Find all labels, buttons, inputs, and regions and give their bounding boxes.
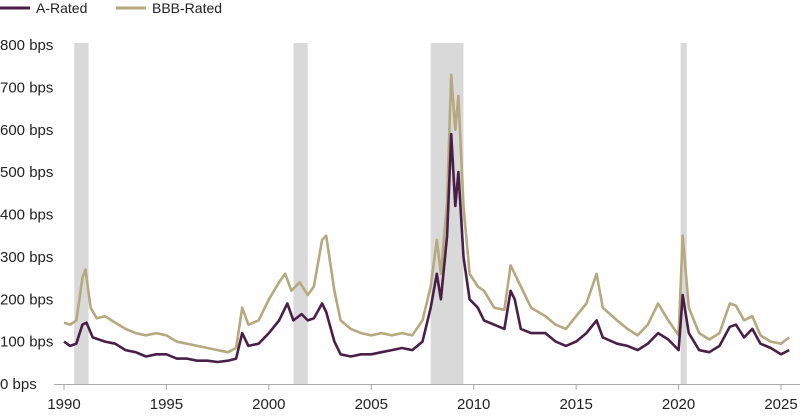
x-tick-label: 2005: [355, 396, 388, 413]
x-tick-label: 2000: [252, 396, 285, 413]
x-tick-label: 2020: [662, 396, 695, 413]
y-tick-label: 700 bps: [0, 79, 53, 96]
legend-label: BBB-Rated: [152, 0, 222, 16]
legend-label: A-Rated: [36, 0, 87, 16]
y-tick-label: 200 bps: [0, 291, 53, 308]
series-line-bbb-rated: [63, 73, 790, 354]
recession-band: [293, 43, 308, 384]
x-tick-label: 1995: [150, 396, 183, 413]
series-line-a-rated: [63, 132, 790, 364]
x-tick-label: 2015: [559, 396, 592, 413]
legend: A-Rated BBB-Rated: [0, 0, 222, 16]
y-tick-label: 800 bps: [0, 37, 53, 54]
x-tick-label: 2010: [457, 396, 490, 413]
x-tick-label: 2025: [764, 396, 797, 413]
y-tick-label: 500 bps: [0, 164, 53, 181]
y-tick-label: 100 bps: [0, 334, 53, 351]
y-tick-label: 400 bps: [0, 207, 53, 224]
y-axis: 0 bps 100 bps 200 bps 300 bps 400 bps 500 bps…: [0, 37, 53, 393]
y-tick-label: 0 bps: [0, 376, 37, 393]
y-tick-label: 600 bps: [0, 122, 53, 139]
y-tick-label: 300 bps: [0, 249, 53, 266]
series-lines: [63, 73, 790, 364]
x-axis: 1990 1995 2000 2005 2010 2015 2020 2025: [47, 384, 800, 413]
x-tick-label: 1990: [47, 396, 80, 413]
recession-band: [680, 43, 687, 384]
recession-band: [74, 43, 89, 384]
